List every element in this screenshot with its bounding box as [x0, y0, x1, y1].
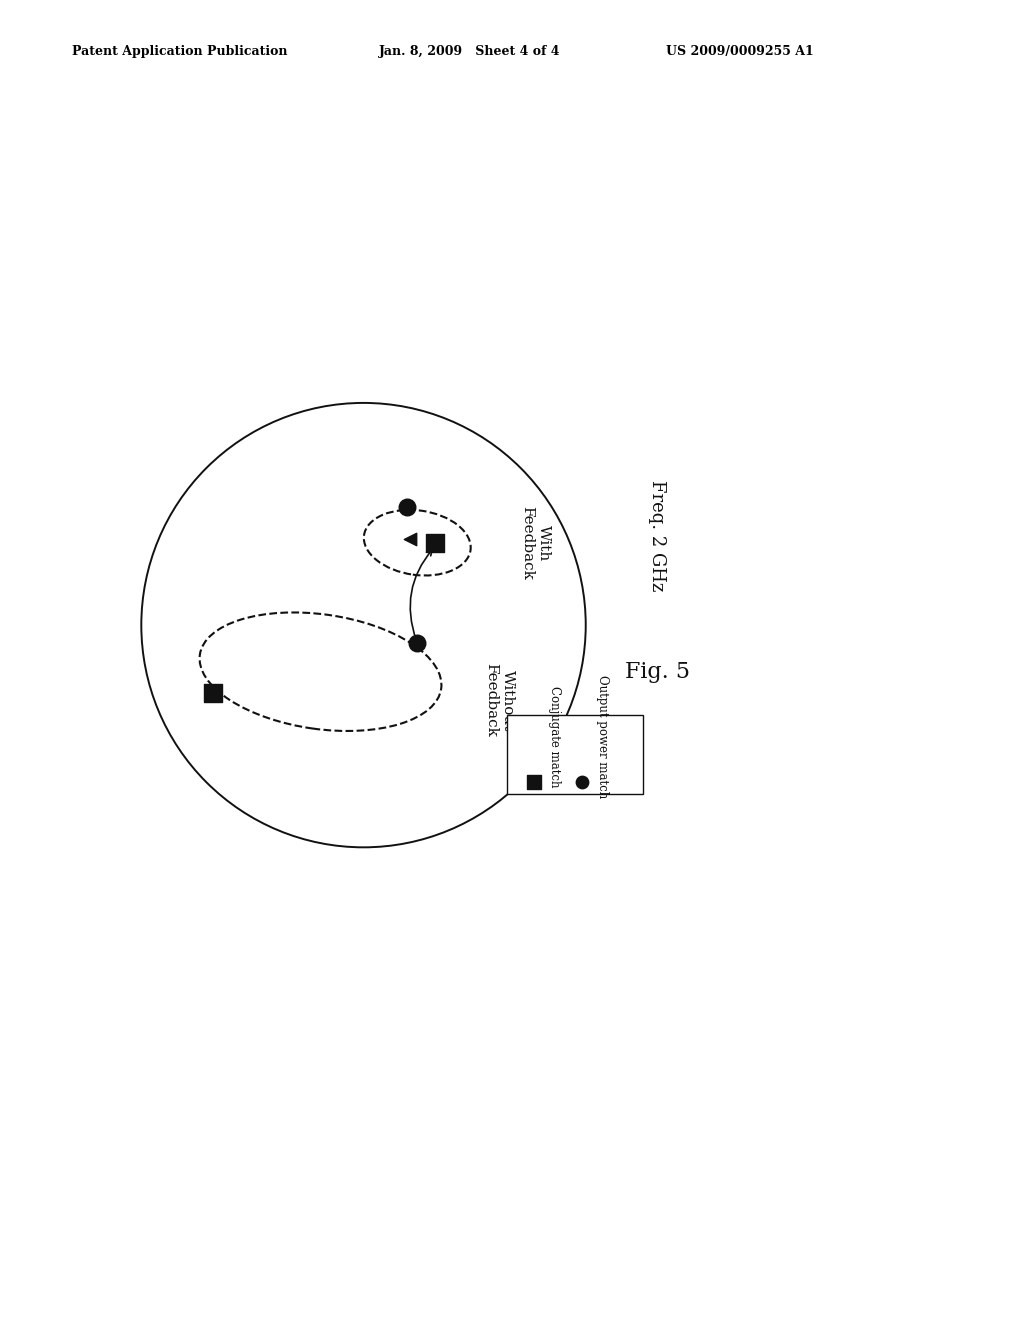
Text: Patent Application Publication: Patent Application Publication — [72, 45, 287, 58]
Point — [573, 771, 590, 792]
Point — [427, 532, 443, 553]
Point — [398, 496, 415, 517]
Text: Conjugate match: Conjugate match — [548, 686, 561, 788]
Point — [526, 771, 543, 792]
Text: Without
Feedback: Without Feedback — [484, 664, 515, 738]
Text: US 2009/0009255 A1: US 2009/0009255 A1 — [666, 45, 813, 58]
Text: With
Feedback: With Feedback — [520, 506, 551, 579]
Text: Freq. 2 GHz: Freq. 2 GHz — [648, 480, 667, 591]
Bar — [507, 714, 643, 793]
Text: Fig. 5: Fig. 5 — [625, 661, 690, 682]
Point — [205, 682, 221, 704]
Text: Jan. 8, 2009   Sheet 4 of 4: Jan. 8, 2009 Sheet 4 of 4 — [379, 45, 560, 58]
Point — [401, 528, 418, 549]
Text: Output power match: Output power match — [596, 675, 608, 799]
Point — [409, 632, 426, 653]
